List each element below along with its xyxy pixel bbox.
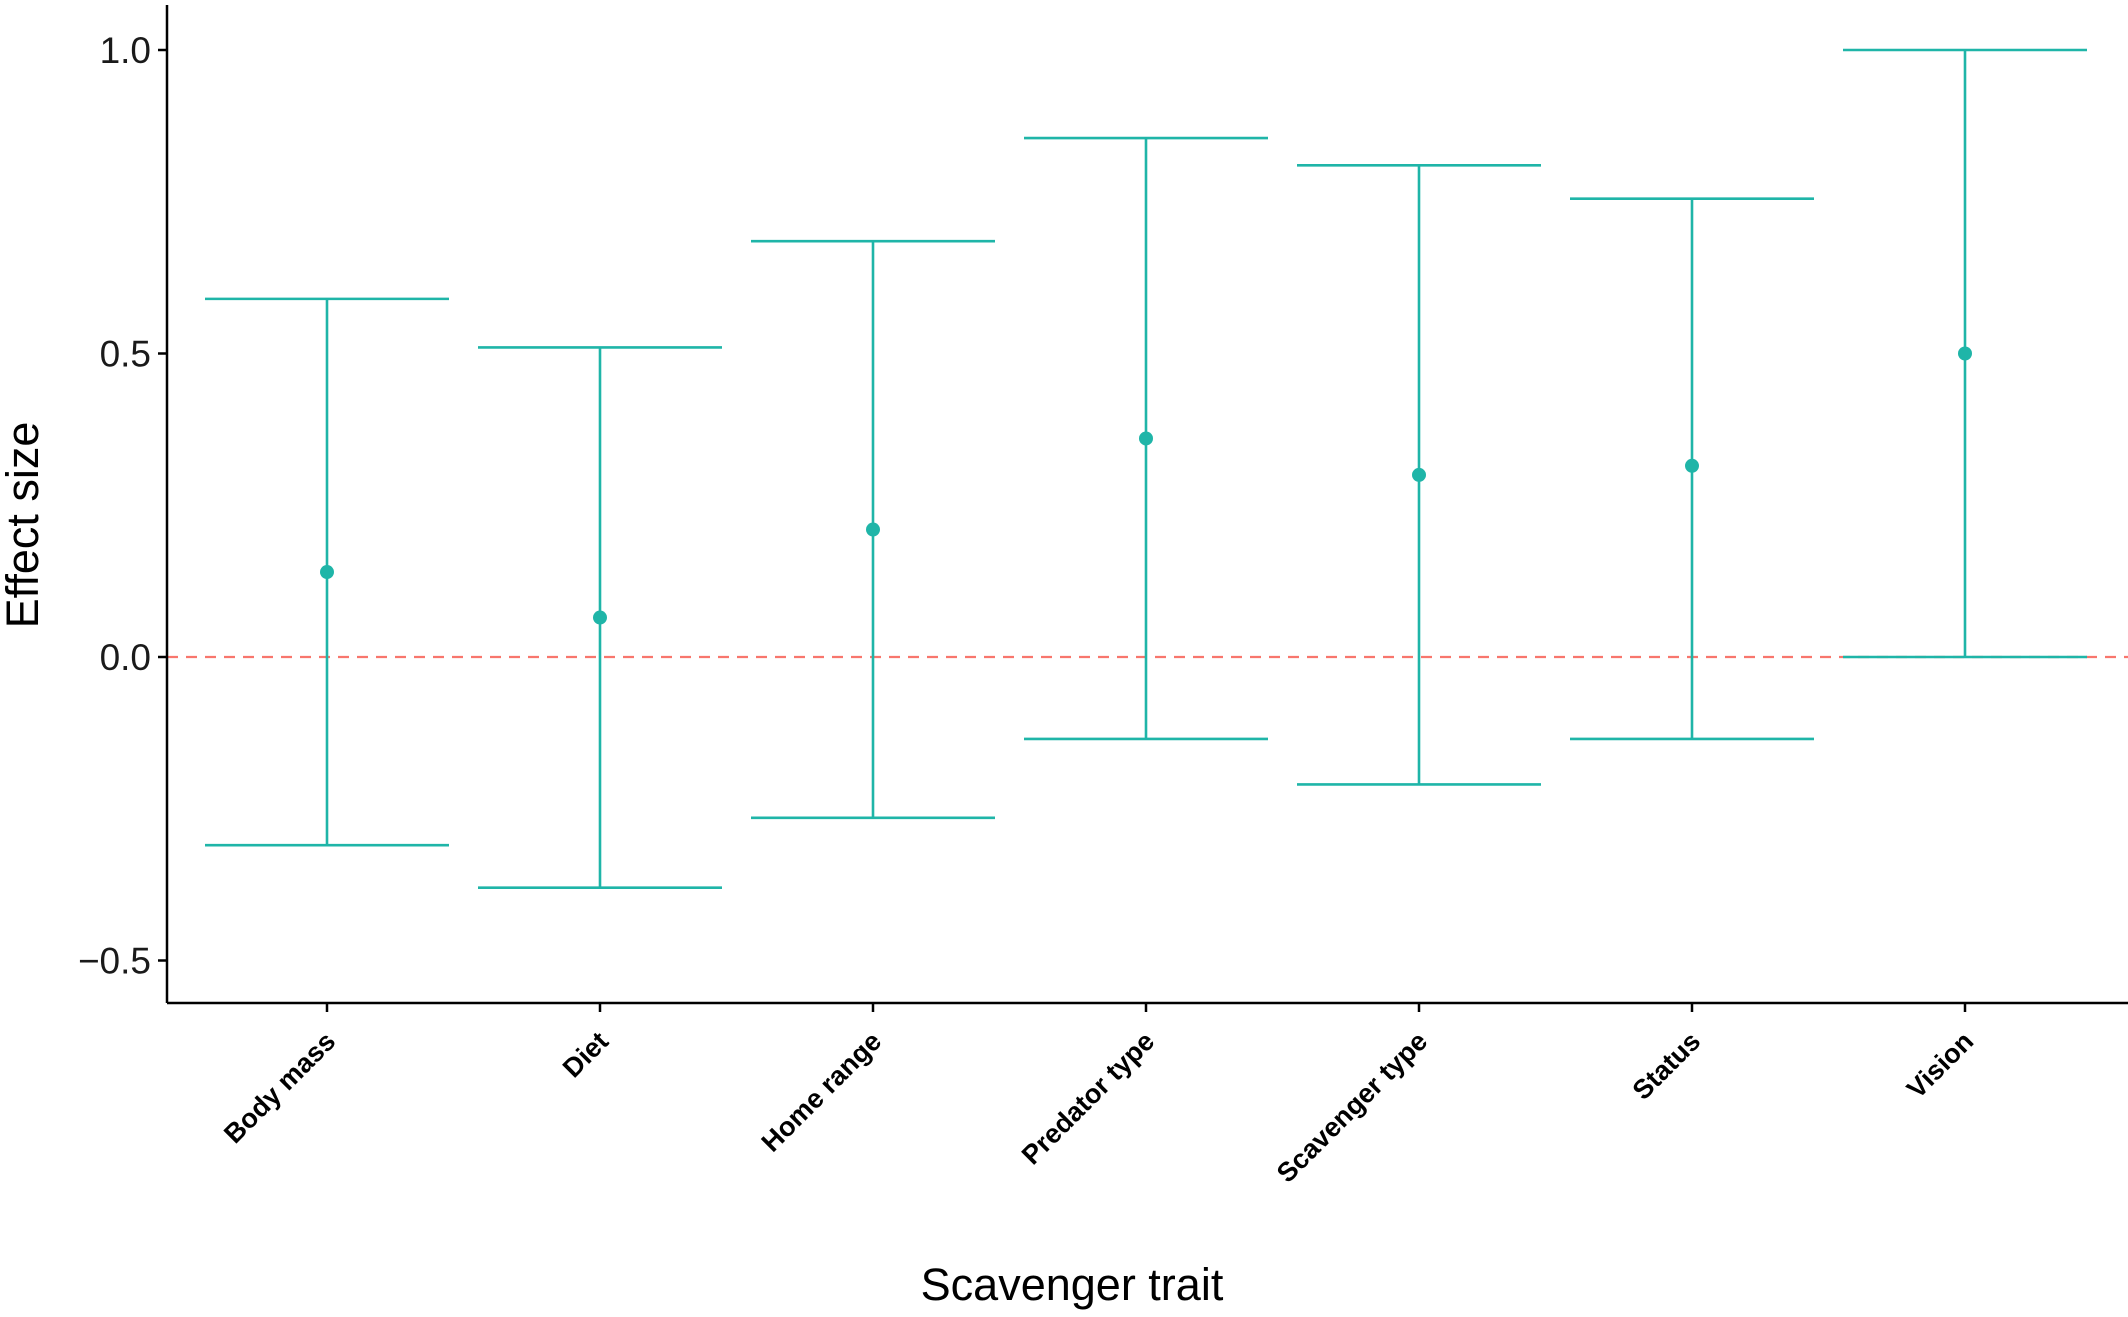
axes-group (165, 5, 2128, 1005)
y-axis-title: Effect size (0, 422, 48, 629)
x-tick-label: Body mass (218, 1026, 341, 1149)
x-tick-label: Scavenger type (1271, 1026, 1433, 1188)
estimate-point (593, 610, 607, 625)
estimate-point (1685, 458, 1699, 473)
estimate-point (866, 522, 880, 537)
estimate-point (1958, 346, 1972, 361)
x-tick-label: Predator type (1016, 1026, 1160, 1170)
x-tick-label: Home range (756, 1026, 888, 1158)
x-tick-label: Diet (557, 1026, 614, 1083)
x-axis-title: Scavenger trait (921, 1259, 1224, 1310)
y-tick-label: 0.5 (100, 334, 151, 375)
y-tick-label: 0.0 (100, 637, 151, 678)
estimate-point (1412, 467, 1426, 482)
x-tick-label: Status (1627, 1026, 1707, 1106)
x-tick-label: Vision (1901, 1026, 1979, 1104)
estimate-point (320, 565, 334, 580)
y-tick-label: 1.0 (100, 30, 151, 71)
y-tick-label: −0.5 (78, 941, 151, 982)
ticks-group: −0.5 0.0 0.5 1.0 Body mass Diet Home range Pred… (78, 30, 1979, 1188)
estimate-point (1139, 431, 1153, 446)
error-bars-group (205, 48, 2087, 889)
